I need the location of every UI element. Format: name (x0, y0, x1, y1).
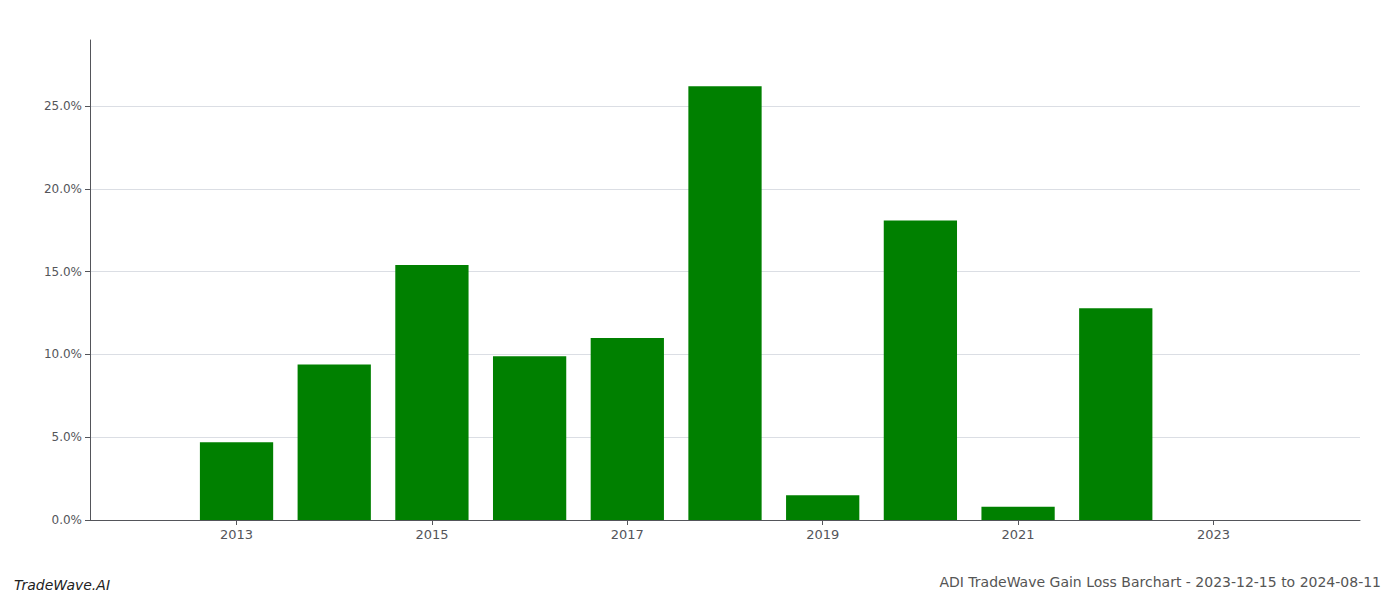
svg-text:20.0%: 20.0% (44, 182, 82, 196)
svg-text:ADI TradeWave Gain Loss Barcha: ADI TradeWave Gain Loss Barchart - 2023-… (939, 574, 1381, 590)
svg-text:2013: 2013 (220, 527, 253, 542)
svg-text:5.0%: 5.0% (52, 430, 83, 444)
svg-text:2023: 2023 (1197, 527, 1230, 542)
svg-text:10.0%: 10.0% (44, 347, 82, 361)
svg-text:15.0%: 15.0% (44, 265, 82, 279)
svg-text:2015: 2015 (415, 527, 448, 542)
svg-text:2019: 2019 (806, 527, 839, 542)
svg-text:0.0%: 0.0% (52, 513, 83, 527)
svg-text:25.0%: 25.0% (44, 99, 82, 113)
svg-text:2021: 2021 (1002, 527, 1035, 542)
svg-text:2017: 2017 (611, 527, 644, 542)
svg-text:TradeWave.AI: TradeWave.AI (14, 577, 110, 593)
